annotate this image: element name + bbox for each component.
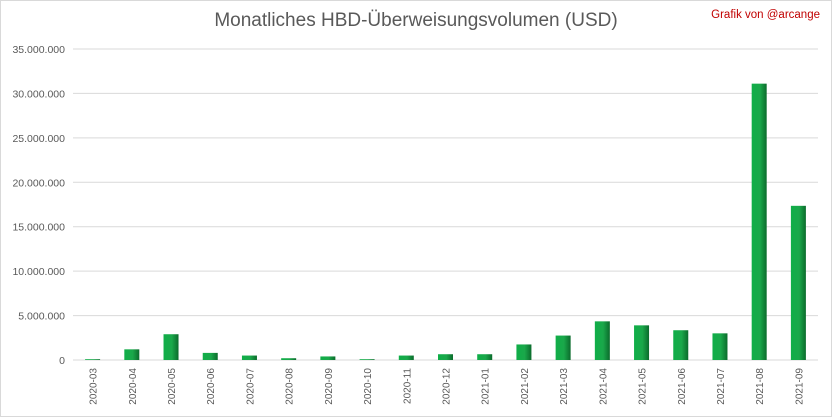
x-tick-label: 2021-02 [520, 368, 531, 405]
x-tick-label: 2020-08 [285, 368, 296, 405]
x-tick-label: 2021-01 [481, 368, 492, 405]
y-tick-label: 30.000.000 [12, 88, 65, 100]
x-tick-label: 2020-06 [206, 368, 217, 405]
chart-title: Monatliches HBD-Überweisungsvolumen (USD… [214, 10, 618, 31]
bars [85, 83, 806, 360]
y-axis-ticks: 0 5.000.000 10.000.000 15.000.000 20.000.000… [12, 44, 65, 367]
x-tick-label: 2020-11 [402, 368, 413, 404]
bar-2020-09 [320, 356, 336, 360]
bar-2021-02 [516, 344, 532, 360]
bar-2021-05 [634, 325, 650, 360]
x-tick-label: 2021-05 [638, 368, 649, 405]
x-tick-label: 2020-04 [128, 368, 139, 405]
bar-2020-04 [124, 349, 140, 360]
x-tick-label: 2020-07 [245, 368, 256, 405]
bar-2020-12 [438, 354, 453, 360]
y-tick-label: 15.000.000 [12, 222, 65, 234]
y-tick-label: 25.000.000 [12, 133, 65, 145]
x-tick-label: 2021-07 [716, 368, 727, 405]
x-tick-label: 2021-08 [755, 368, 766, 405]
x-tick-label: 2020-03 [89, 368, 100, 405]
x-tick-label: 2021-03 [559, 368, 570, 405]
bar-2020-10 [359, 359, 375, 360]
bar-2021-09 [790, 205, 806, 360]
bar-2021-03 [555, 335, 571, 360]
bar-2021-04 [594, 321, 610, 360]
bar-2020-11 [398, 355, 414, 360]
bar-2020-08 [281, 358, 297, 360]
y-tick-label: 20.000.000 [12, 177, 65, 189]
x-axis-ticks: 2020-03 2020-04 2020-05 2020-06 2020-07 2020-… [89, 368, 806, 405]
bar-2021-01 [477, 354, 493, 360]
x-tick-label: 2021-04 [598, 368, 609, 405]
x-tick-label: 2020-12 [442, 368, 453, 405]
y-tick-label: 0 [59, 355, 65, 367]
x-tick-label: 2021-06 [677, 368, 688, 405]
x-tick-label: 2020-05 [167, 368, 178, 405]
x-tick-label: 2020-09 [324, 368, 335, 405]
bar-2021-08 [751, 83, 767, 360]
bar-2021-07 [712, 333, 728, 360]
bar-2020-03 [85, 359, 101, 360]
bar-2020-05 [163, 334, 179, 360]
y-tick-label: 5.000.000 [18, 311, 65, 323]
x-tick-label: 2020-10 [363, 368, 374, 405]
y-tick-label: 35.000.000 [12, 44, 65, 56]
chart-credit: Grafik von @arcange [711, 9, 820, 21]
x-tick-label: 2021-09 [794, 368, 805, 405]
bar-2021-06 [673, 330, 689, 360]
gridlines [73, 48, 818, 361]
y-tick-label: 10.000.000 [12, 266, 65, 278]
bar-2020-07 [241, 355, 257, 360]
bar-2020-06 [202, 352, 218, 360]
